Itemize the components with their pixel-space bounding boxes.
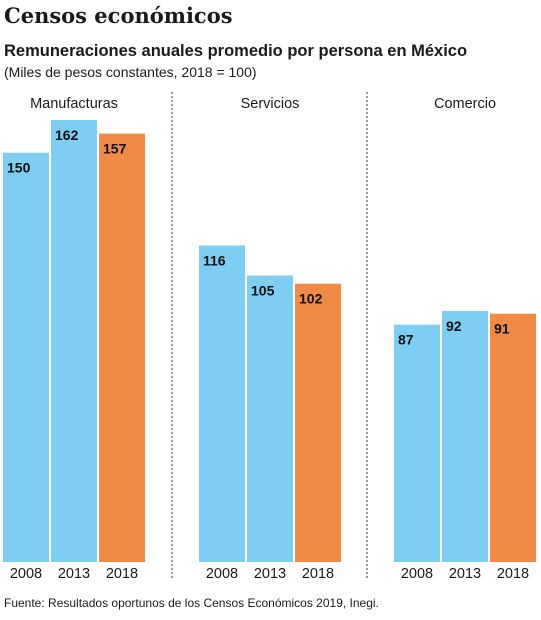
year-tick-label: 2013 [58,566,90,582]
value-label: 92 [446,318,462,334]
bar [3,152,49,563]
bar [295,283,341,562]
year-tick-label: 2013 [449,566,481,582]
value-label: 116 [203,253,226,269]
value-label: 91 [494,321,510,337]
chart-subtitle: Remuneraciones anuales promedio por pers… [4,42,468,60]
bar [394,324,440,562]
source-note: Fuente: Resultados oportunos de los Cens… [4,596,379,610]
value-label: 105 [251,283,275,299]
value-label: 162 [55,127,79,143]
year-tick-label: 2008 [10,566,42,582]
bar [247,275,293,562]
group-label: Servicios [241,96,300,112]
chart-title: Censos económicos [4,3,233,28]
bar [199,245,245,563]
year-tick-label: 2018 [302,566,334,582]
year-tick-label: 2018 [106,566,138,582]
group-label: Comercio [434,96,496,112]
year-tick-label: 2018 [497,566,529,582]
value-label: 157 [103,141,127,157]
value-label: 102 [299,291,323,307]
year-tick-label: 2008 [401,566,433,582]
bar [442,310,488,562]
value-label: 87 [398,332,414,348]
value-label: 150 [7,160,31,176]
group-label: Manufacturas [30,96,118,112]
bar [51,120,97,562]
year-tick-label: 2008 [206,566,238,582]
year-tick-label: 2013 [254,566,286,582]
bar [490,313,536,562]
bar [99,133,145,562]
unit-note: (Miles de pesos constantes, 2018 = 100) [4,64,257,80]
